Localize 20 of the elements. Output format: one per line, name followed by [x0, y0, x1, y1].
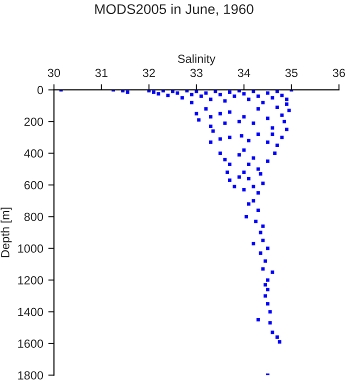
y-tick-label: 1400 [18, 308, 44, 316]
x-tick-label: 33 [190, 68, 202, 78]
y-tick-label: 1600 [18, 340, 44, 348]
x-tick-label: 32 [142, 68, 155, 78]
y-tick-label: 0 [37, 86, 44, 94]
y-tick-label: 1800 [18, 371, 44, 380]
x-tick-label: 34 [238, 68, 250, 78]
y-tick-label: 400 [24, 149, 44, 158]
y-tick-label: 800 [24, 212, 44, 222]
x-tick-label: 36 [332, 68, 345, 78]
y-tick-label: 200 [24, 118, 44, 126]
y-tick-label: 600 [24, 180, 44, 190]
y-axis-title: Depth [m] [0, 208, 12, 258]
y-tick-label: 1200 [18, 276, 44, 284]
chart-title: MODS2005 in June, 1960 [95, 4, 254, 16]
x-axis-title: Salinity [178, 54, 216, 66]
y-tick-label: 1000 [18, 244, 44, 253]
x-tick-label: 35 [285, 68, 298, 78]
x-tick-label: 31 [95, 68, 108, 78]
x-tick-label: 30 [48, 68, 60, 78]
